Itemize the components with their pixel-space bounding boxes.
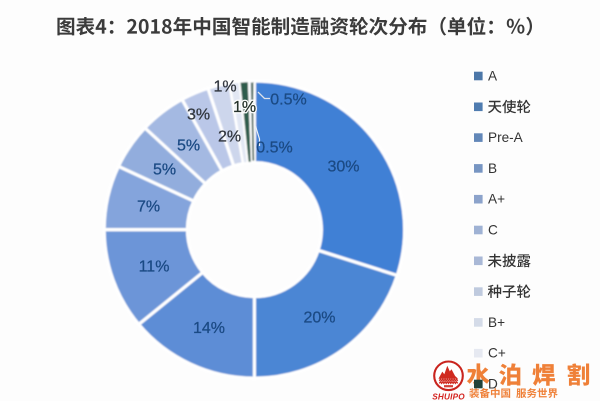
svg-text:0.5%: 0.5%	[270, 92, 306, 109]
svg-text:7%: 7%	[137, 199, 160, 216]
svg-text:3%: 3%	[187, 107, 210, 124]
svg-text:1%: 1%	[233, 99, 256, 116]
svg-text:C: C	[488, 223, 498, 238]
svg-text:20%: 20%	[303, 310, 335, 327]
svg-text:2%: 2%	[218, 129, 241, 146]
svg-text:B: B	[488, 161, 497, 176]
svg-text:11%: 11%	[139, 259, 170, 276]
svg-text:1%: 1%	[233, 99, 256, 116]
svg-text:A+: A+	[488, 192, 505, 207]
svg-text:14%: 14%	[193, 320, 225, 337]
svg-text:30%: 30%	[327, 159, 359, 176]
svg-text:A: A	[488, 69, 498, 84]
svg-text:5%: 5%	[153, 162, 176, 179]
svg-text:0.5%: 0.5%	[256, 140, 292, 157]
svg-text:5%: 5%	[177, 138, 200, 155]
svg-text:SHUIPO: SHUIPO	[432, 393, 465, 402]
svg-text:C+: C+	[488, 346, 506, 361]
svg-text:1%: 1%	[213, 79, 236, 96]
svg-text:B+: B+	[488, 315, 505, 330]
svg-text:Pre-A: Pre-A	[488, 130, 524, 145]
svg-text:D: D	[488, 377, 498, 392]
